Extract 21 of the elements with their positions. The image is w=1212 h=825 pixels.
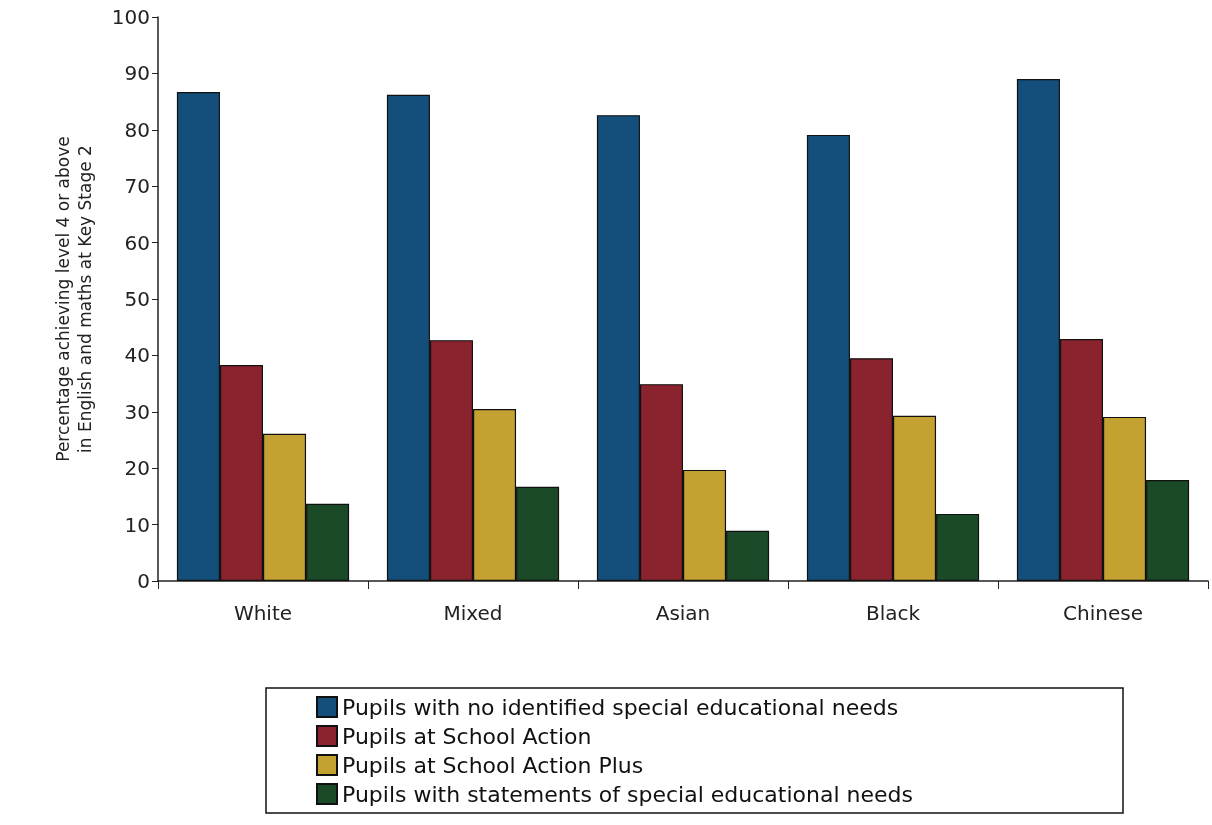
y-tick-label: 30 xyxy=(124,399,150,424)
legend-label: Pupils with no identified special educational needs xyxy=(342,694,899,720)
y-tick-label: 0 xyxy=(137,569,150,593)
y-tick-label: 20 xyxy=(124,456,150,481)
x-tick-label: Black xyxy=(865,601,921,625)
y-tick-label: 40 xyxy=(124,343,150,368)
x-tick-label: Chinese xyxy=(1063,601,1143,625)
x-tick-label: White xyxy=(233,601,293,625)
y-tick-label: 70 xyxy=(124,174,150,199)
x-tick-label: Asian xyxy=(655,601,711,625)
y-tick-label: 50 xyxy=(124,287,150,311)
y-axis-title: Percentage achieving level 4 or above in English and maths at Key Stage 2 xyxy=(53,136,95,462)
y-tick-label: 100 xyxy=(111,5,150,29)
y-tick-label: 60 xyxy=(124,230,150,255)
legend-label: Pupils at School Action xyxy=(342,723,592,749)
x-tick-label: Mixed xyxy=(443,601,503,625)
y-tick-label: 80 xyxy=(124,117,150,142)
y-tick-label: 90 xyxy=(124,61,150,86)
legend-label: Pupils with statements of special educational needs xyxy=(342,781,914,807)
legend-label: Pupils at School Action Plus xyxy=(342,752,644,778)
y-tick-label: 10 xyxy=(124,512,150,537)
